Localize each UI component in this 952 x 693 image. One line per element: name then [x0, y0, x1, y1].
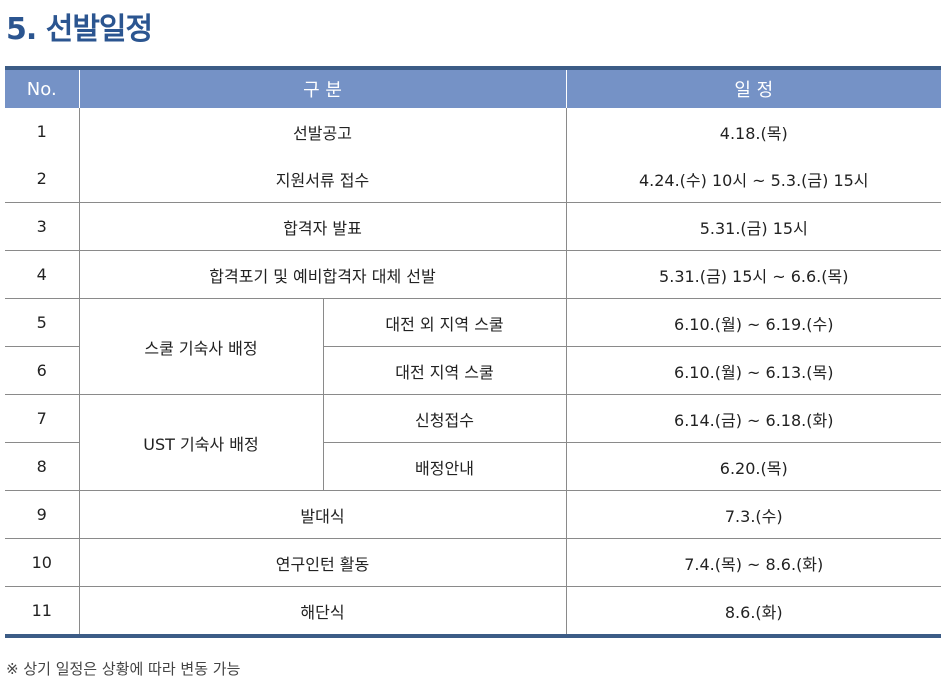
table-row: 8 배정안내 6.20.(목): [5, 442, 941, 491]
table-row: 4 합격포기 및 예비합격자 대체 선발 5.31.(금) 15시 ~ 6.6.…: [5, 250, 941, 299]
row-category: 대전 지역 스쿨: [322, 346, 566, 395]
table-row: 2 지원서류 접수 4.24.(수) 10시 ~ 5.3.(금) 15시: [5, 155, 941, 203]
row-number: 3: [5, 202, 79, 251]
table-row: 1 선발공고 4.18.(목): [5, 108, 941, 155]
table-row: 5 스쿨 기숙사 배정 대전 외 지역 스쿨 6.10.(월) ~ 6.19.(…: [5, 298, 941, 395]
row-schedule: 5.31.(금) 15시: [565, 202, 941, 251]
row-schedule: 7.3.(수): [565, 490, 941, 539]
row-schedule: 8.6.(화): [565, 586, 941, 636]
table-row: 11 해단식 8.6.(화): [5, 586, 941, 636]
row-number: 10: [5, 538, 79, 587]
row-category: 신청접수: [322, 394, 566, 443]
row-schedule: 6.14.(금) ~ 6.18.(화): [565, 394, 941, 443]
header-schedule: 일 정: [565, 68, 941, 108]
header-no: No.: [5, 68, 79, 108]
table-row: 9 발대식 7.3.(수): [5, 490, 941, 539]
row-schedule: 6.10.(월) ~ 6.13.(목): [565, 346, 941, 395]
row-schedule: 6.10.(월) ~ 6.19.(수): [565, 298, 941, 347]
row-category: 연구인턴 활동: [78, 538, 566, 587]
table-header-row: No. 구 분 일 정: [5, 68, 941, 108]
row-number: 7: [5, 394, 79, 443]
header-category: 구 분: [78, 68, 566, 108]
row-schedule: 4.24.(수) 10시 ~ 5.3.(금) 15시: [565, 155, 941, 203]
row-group: UST 기숙사 배정: [78, 394, 323, 491]
table-row: 3 합격자 발표 5.31.(금) 15시: [5, 202, 941, 251]
row-number: 1: [36, 122, 47, 141]
row-category: 발대식: [78, 490, 566, 539]
row-category: 배정안내: [322, 442, 566, 491]
row-category: 합격자 발표: [78, 202, 566, 251]
table-row: 7 UST 기숙사 배정 신청접수 6.14.(금) ~ 6.18.(화): [5, 394, 941, 491]
row-number: 5: [5, 298, 79, 347]
row-group: 스쿨 기숙사 배정: [78, 298, 323, 395]
table-row: 6 대전 지역 스쿨 6.10.(월) ~ 6.13.(목): [5, 346, 941, 395]
row-category: 지원서류 접수: [78, 155, 566, 203]
row-number: 11: [5, 586, 79, 636]
row-schedule: 6.20.(목): [565, 442, 941, 491]
row-category: 합격포기 및 예비합격자 대체 선발: [78, 250, 566, 299]
row-category: 선발공고: [78, 108, 566, 155]
row-number: 6: [5, 346, 79, 395]
row-category: 대전 외 지역 스쿨: [322, 298, 566, 347]
row-number: 2: [36, 169, 47, 188]
row-schedule: 7.4.(목) ~ 8.6.(화): [565, 538, 941, 587]
row-number: 9: [5, 490, 79, 539]
row-category: 해단식: [78, 586, 566, 636]
schedule-table: No. 구 분 일 정 1 선발공고 4.18.(목) 2 지원서류 접수 4.…: [5, 66, 941, 638]
row-number: 4: [5, 250, 79, 299]
row-number: 8: [5, 442, 79, 491]
table-row: 10 연구인턴 활동 7.4.(목) ~ 8.6.(화): [5, 538, 941, 587]
row-schedule: 5.31.(금) 15시 ~ 6.6.(목): [565, 250, 941, 299]
row-schedule: 4.18.(목): [565, 108, 941, 155]
page-title: 5. 선발일정: [6, 12, 153, 47]
footnote: ※ 상기 일정은 상황에 따라 변동 가능: [6, 660, 241, 678]
